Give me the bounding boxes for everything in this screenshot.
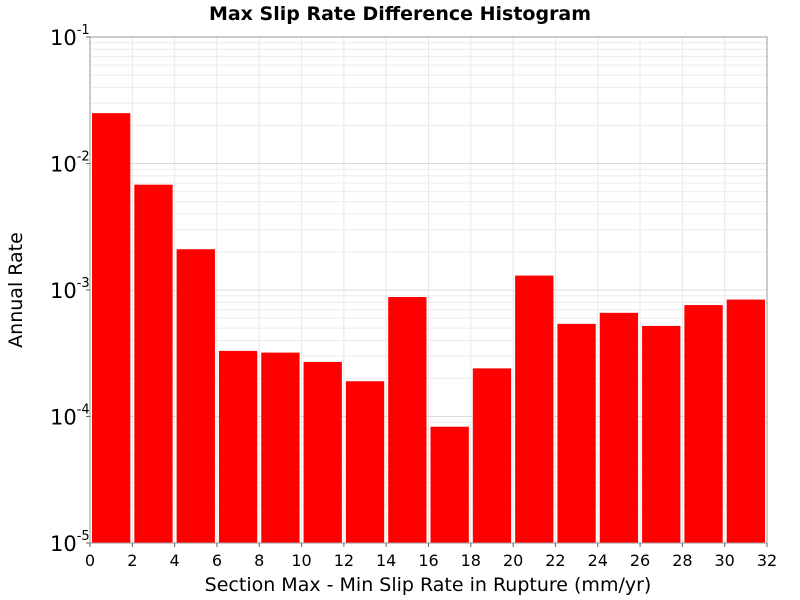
histogram-bar	[430, 426, 469, 543]
x-tick-label: 28	[672, 551, 692, 570]
y-tick-label: 10-4	[50, 403, 90, 430]
x-tick-label: 8	[254, 551, 264, 570]
histogram-bar	[218, 350, 258, 543]
x-tick-label: 20	[503, 551, 523, 570]
x-tick-label: 30	[715, 551, 735, 570]
histogram-bar	[261, 352, 300, 543]
histogram-bar	[515, 275, 554, 543]
histogram-bar	[388, 297, 427, 543]
x-tick-label: 4	[170, 551, 180, 570]
histogram-bar	[472, 368, 512, 543]
y-axis-label: Annual Rate	[5, 232, 27, 348]
x-tick-label: 12	[334, 551, 354, 570]
chart-title: Max Slip Rate Difference Histogram	[209, 3, 591, 25]
bars-group	[92, 113, 765, 544]
x-tick-label: 6	[212, 551, 222, 570]
y-tick-label: 10-3	[50, 276, 90, 303]
x-axis-ticks: 0 2 4 6 8 10 12 14 16 18 20 22 24 26 28 30 32	[85, 543, 777, 570]
histogram-bar	[642, 325, 681, 543]
y-axis-ticks: 10-5 10-4 10-3 10-2 10-1	[50, 23, 90, 556]
x-tick-label: 18	[461, 551, 481, 570]
x-axis-label: Section Max - Min Slip Rate in Rupture (…	[205, 574, 652, 596]
histogram-bar	[92, 113, 131, 544]
histogram-bar	[345, 381, 385, 543]
y-tick-label: 10-1	[50, 23, 90, 50]
histogram-bar	[726, 299, 765, 543]
histogram-bar	[599, 312, 639, 543]
x-tick-label: 24	[588, 551, 608, 570]
x-tick-label: 32	[757, 551, 777, 570]
histogram-bar	[134, 184, 173, 543]
histogram-bar	[303, 361, 342, 543]
x-tick-label: 22	[545, 551, 565, 570]
histogram-bar	[176, 249, 215, 543]
histogram-bar	[684, 305, 723, 543]
x-tick-label: 2	[127, 551, 137, 570]
histogram-bar	[557, 323, 596, 543]
x-tick-label: 0	[85, 551, 95, 570]
y-tick-label: 10-5	[50, 529, 90, 556]
x-tick-label: 26	[630, 551, 650, 570]
x-tick-label: 14	[376, 551, 396, 570]
x-tick-label: 10	[291, 551, 311, 570]
x-tick-label: 16	[418, 551, 438, 570]
y-tick-label: 10-2	[50, 150, 90, 177]
